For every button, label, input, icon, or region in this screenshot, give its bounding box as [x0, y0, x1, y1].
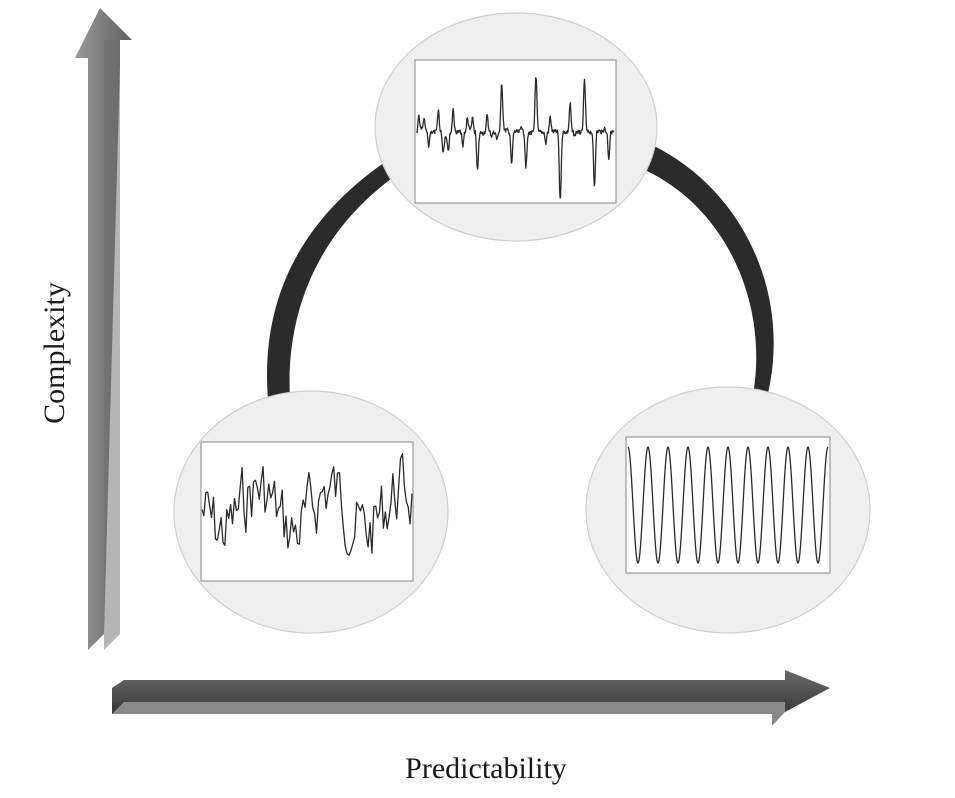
regular-signal-trace — [627, 446, 829, 564]
left-arc — [267, 160, 395, 400]
y-axis-arrow — [75, 8, 132, 650]
complex-signal-trace — [416, 77, 615, 199]
x-axis-arrow — [112, 670, 830, 726]
right-arc — [645, 145, 774, 405]
random-signal-panel — [200, 441, 414, 582]
random-signal-trace — [201, 453, 413, 556]
y-axis-label: Complexity — [38, 282, 71, 424]
connection-arcs — [267, 145, 774, 405]
x-axis-label: Predictability — [405, 752, 567, 785]
